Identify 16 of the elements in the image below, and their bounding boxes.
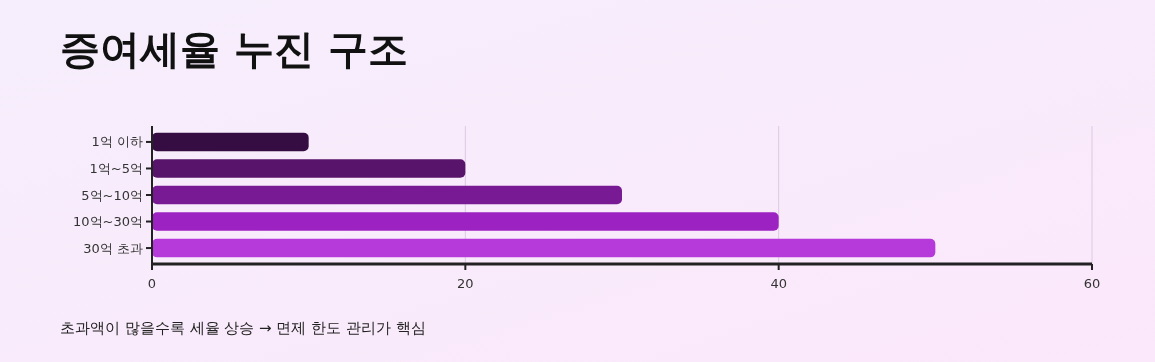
bar	[152, 185, 622, 205]
bar	[152, 132, 309, 152]
bar	[152, 159, 466, 178]
bar	[152, 212, 779, 231]
x-tick-label: 40	[770, 276, 787, 291]
x-tick-label: 0	[147, 276, 157, 291]
text: 초과액이 많을수록 세율 상승 → 면제 한도 관리가 핵심	[60, 319, 426, 337]
y-tick-label: 1억~5억	[89, 161, 143, 177]
y-tick-label: 1억 이하	[91, 134, 143, 150]
y-tick-label: 5억~10억	[81, 187, 143, 203]
y-tick-label: 30억 초과	[83, 240, 143, 256]
y-tick-label: 10억~30억	[73, 214, 143, 230]
x-tick-label: 60	[1083, 276, 1101, 291]
bar	[152, 238, 936, 258]
chart-title: 증여세율 누진 구조	[60, 26, 408, 72]
x-tick-label: 20	[457, 276, 474, 291]
